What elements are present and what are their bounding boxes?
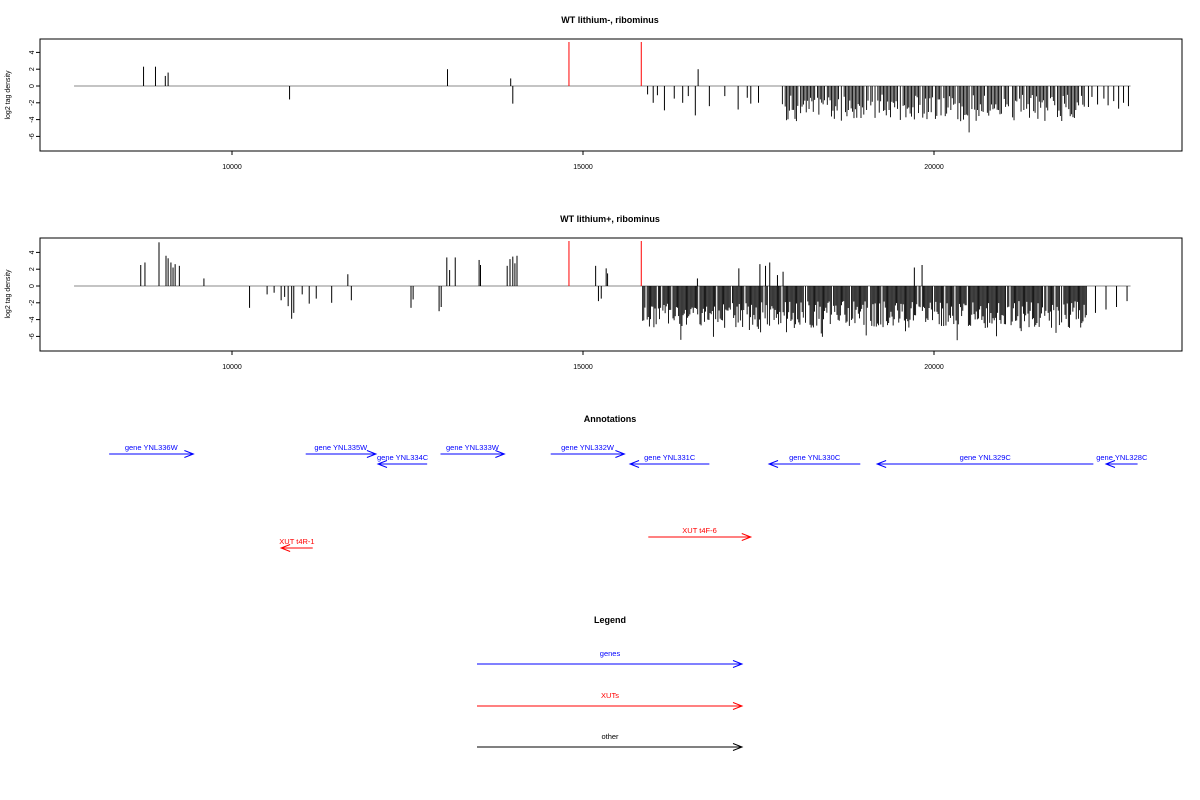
gene-arrow: gene YNL330C: [767, 453, 861, 468]
panel-1-title: WT lithium-, ribominus: [561, 15, 659, 25]
feature-label: gene YNL330C: [789, 453, 841, 462]
gene-arrow: gene YNL335W: [305, 443, 378, 458]
panel-2-y-axis: 4 2 0 -2 -4 -6: [29, 250, 40, 340]
legend-item-other: other: [477, 732, 744, 751]
annotations-title: Annotations: [584, 414, 637, 424]
gene-arrow: gene YNL333W: [440, 443, 506, 458]
legend-item-genes: genes: [477, 649, 744, 668]
gene-arrow: gene YNL328C: [1096, 453, 1148, 468]
panel-2-x-axis: 10000 15000 20000: [222, 351, 944, 371]
feature-label: XUT t4F-6: [682, 526, 716, 535]
panel-2-plot-frame: [39, 237, 1183, 352]
annotations-track: Annotations gene YNL336W gene YNL335Wgene…: [109, 414, 1148, 552]
gene-arrow: gene YNL334C: [376, 453, 429, 468]
y-tick-label: 0: [29, 84, 36, 88]
feature-label: gene YNL333W: [446, 443, 500, 452]
x-tick-label: 15000: [573, 164, 593, 171]
y-tick-label: 4: [29, 250, 36, 254]
panel-2-title: WT lithium+, ribominus: [560, 214, 660, 224]
gene-arrow: gene YNL331C: [628, 453, 710, 468]
feature-label: gene YNL331C: [644, 453, 696, 462]
panel-1-x-axis: 10000 15000 20000: [222, 151, 944, 171]
legend-title: Legend: [594, 615, 626, 625]
panel-1-plot-frame: [39, 38, 1183, 152]
feature-label: gene YNL329C: [960, 453, 1012, 462]
panel-lithium-plus: WT lithium+, ribominus log2 tag density …: [5, 214, 1183, 371]
y-tick-label: 2: [29, 67, 36, 71]
gene-arrow: gene YNL332W: [550, 443, 626, 458]
x-tick-label: 10000: [222, 364, 242, 371]
x-tick-label: 15000: [573, 364, 593, 371]
y-tick-label: -4: [29, 116, 36, 122]
panel-1-y-axis-label: log2 tag density: [5, 70, 12, 120]
feature-label: gene YNL334C: [377, 453, 429, 462]
feature-label: gene YNL332W: [561, 443, 615, 452]
y-tick-label: -2: [29, 300, 36, 306]
xut-arrow: XUT t4F-6: [648, 526, 753, 541]
y-tick-label: -6: [29, 333, 36, 339]
y-tick-label: -6: [29, 133, 36, 139]
annotation-features: gene YNL336W gene YNL335W gene YNL334C gene…: [109, 443, 1148, 552]
y-tick-label: 2: [29, 267, 36, 271]
y-tick-label: -2: [29, 100, 36, 106]
y-tick-label: 0: [29, 284, 36, 288]
legend: Legend genes XUTs other: [477, 615, 744, 751]
x-tick-label: 20000: [924, 364, 944, 371]
legend-label: XUTs: [601, 691, 619, 700]
y-tick-label: -4: [29, 316, 36, 322]
gene-arrow: gene YNL336W: [109, 443, 195, 458]
feature-label: XUT t4R-1: [279, 537, 314, 546]
legend-items: genes XUTs other: [477, 649, 744, 751]
panel-lithium-minus: WT lithium-, ribominus log2 tag density …: [5, 15, 1183, 171]
xut-arrow: XUT t4R-1: [279, 537, 315, 552]
panel-1-bars: [74, 42, 1131, 133]
x-tick-label: 20000: [924, 164, 944, 171]
x-tick-label: 10000: [222, 164, 242, 171]
feature-label: gene YNL336W: [125, 443, 179, 452]
panel-2-y-axis-label: log2 tag density: [5, 269, 12, 319]
y-tick-label: 4: [29, 50, 36, 54]
panel-2-bars: [74, 241, 1131, 341]
feature-label: gene YNL335W: [314, 443, 368, 452]
legend-label: other: [601, 732, 619, 741]
legend-label: genes: [600, 649, 621, 658]
feature-label: gene YNL328C: [1096, 453, 1148, 462]
gene-arrow: gene YNL329C: [875, 453, 1094, 468]
panel-1-y-axis: 4 2 0 -2 -4 -6: [29, 50, 40, 140]
legend-item-xuts: XUTs: [477, 691, 744, 710]
